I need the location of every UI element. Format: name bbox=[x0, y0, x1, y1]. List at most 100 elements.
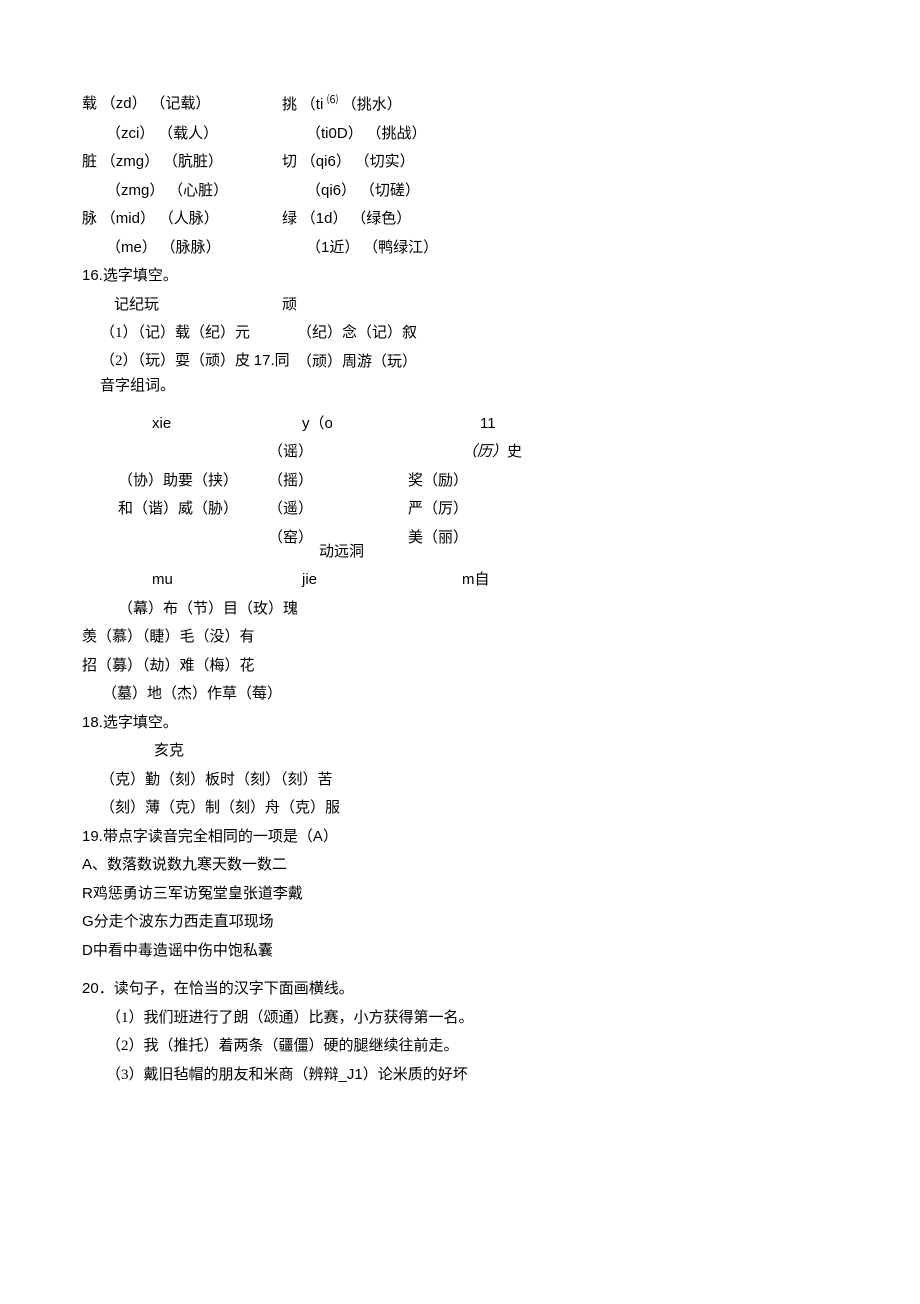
pinyin: （mid） bbox=[101, 211, 155, 227]
q19-b: R鸡惩勇访三军访冤堂皇张道李戴 bbox=[82, 880, 840, 909]
c1: 和（谐）威（胁） bbox=[118, 495, 268, 524]
poly-left: （me） （脉脉） bbox=[82, 234, 282, 263]
word: （切实） bbox=[355, 154, 415, 170]
poly-right: （ti0D） （挑战） bbox=[282, 120, 840, 149]
q18-l1: （克）勤（刻）板时（刻）（刻）苦 bbox=[82, 766, 840, 795]
q17-line3: 招（募）（劫）难（梅）花 bbox=[82, 652, 840, 681]
word: （挑水） bbox=[342, 97, 402, 113]
c1: （协）助要（挟） bbox=[118, 467, 268, 496]
q16-left-head: 记纪玩 bbox=[82, 291, 282, 320]
word: （肮脏） bbox=[163, 154, 223, 170]
poly-row-5: 脉 （mid） （人脉） 绿 （1d） （绿色） bbox=[82, 205, 840, 234]
char: 绿 bbox=[282, 211, 297, 227]
poly-left: 脉 （mid） （人脉） bbox=[82, 205, 282, 234]
q16-l1: （1）（记）载（纪）元 bbox=[82, 319, 297, 348]
char: 载 bbox=[82, 96, 97, 112]
q17-r3: 和（谐）威（胁） （遥） 严（厉） bbox=[82, 495, 840, 524]
q20-title: 20．读句子，在恰当的汉字下面画横线。 bbox=[82, 975, 840, 1004]
q17-line1: （幕）布（节）目（玫）瑰 bbox=[82, 595, 840, 624]
c2: （窑）动远洞 bbox=[268, 524, 408, 553]
pinyin: （me） bbox=[106, 240, 157, 256]
poly-right: （qi6） （切磋） bbox=[282, 177, 840, 206]
char: 脏 bbox=[82, 154, 97, 170]
pinyin: （1近） bbox=[306, 240, 359, 256]
poly-row-1: 载 （zd） （记载） 挑 （ti ⑹ （挑水） bbox=[82, 90, 840, 120]
pinyin: （zmg） bbox=[106, 183, 164, 199]
word: （切磋） bbox=[360, 183, 420, 199]
q17-header1: xie y（o 11 bbox=[82, 410, 840, 439]
pinyin: （ti bbox=[301, 97, 324, 113]
char: 挑 bbox=[282, 97, 297, 113]
q17-r4: （窑）动远洞 美（丽） bbox=[82, 524, 840, 553]
poly-row-4: （zmg） （心脏） （qi6） （切磋） bbox=[82, 177, 840, 206]
word: （记载） bbox=[150, 96, 210, 112]
h5: jie bbox=[302, 566, 442, 595]
word: （脉脉） bbox=[161, 240, 221, 256]
char: 脉 bbox=[82, 211, 97, 227]
c3: （历）史 bbox=[408, 438, 578, 467]
pinyin: （zd） bbox=[101, 96, 147, 112]
poly-left: 脏 （zmg） （肮脏） bbox=[82, 148, 282, 177]
q17-line2: 羡（慕）（睫）毛（没）有 bbox=[82, 623, 840, 652]
poly-left: 载 （zd） （记载） bbox=[82, 90, 282, 120]
h2: y（o bbox=[302, 410, 442, 439]
poly-row-2: （zci） （载人） （ti0D） （挑战） bbox=[82, 120, 840, 149]
q16-r1: （纪）念（记）叙 bbox=[297, 319, 840, 348]
q20-l3: （3）戴旧毡帽的朋友和米商（辨辩_J1）论米质的好坏 bbox=[82, 1061, 840, 1090]
word: （绿色） bbox=[351, 211, 411, 227]
q18-head: 亥克 bbox=[82, 737, 840, 766]
pinyin: （qi6） bbox=[301, 154, 351, 170]
sup: ⑹ bbox=[327, 94, 338, 106]
h1: xie bbox=[152, 410, 302, 439]
c2: （谣） bbox=[268, 438, 408, 467]
c1 bbox=[118, 438, 268, 467]
poly-left: （zmg） （心脏） bbox=[82, 177, 282, 206]
h6: m自 bbox=[442, 566, 612, 595]
char: 切 bbox=[282, 154, 297, 170]
q16: 16.16.选字填空。选字填空。 记纪玩 顽 （1）（记）载（纪）元 （纪）念（… bbox=[82, 262, 840, 400]
h3: 11 bbox=[442, 410, 612, 439]
q20-l1: （1）我们班进行了朗（颂通）比赛，小方获得第一名。 bbox=[82, 1004, 840, 1033]
q18-title: 18.选字填空。 bbox=[82, 709, 840, 738]
q19-c: G分走个波东力西走直邛现场 bbox=[82, 908, 840, 937]
word: （人脉） bbox=[159, 211, 219, 227]
pinyin: （1d） bbox=[301, 211, 348, 227]
q16-heads: 记纪玩 顽 bbox=[82, 291, 840, 320]
polyphone-section: 载 （zd） （记载） 挑 （ti ⑹ （挑水） （zci） （载人） （ti0… bbox=[82, 90, 840, 262]
q18-l2: （刻）薄（克）制（刻）舟（克）服 bbox=[82, 794, 840, 823]
c2: （遥） bbox=[268, 495, 408, 524]
q17-header2: mu jie m自 bbox=[82, 566, 840, 595]
q16-r2: （顽）周游（玩） bbox=[297, 348, 840, 400]
q19: 19.带点字读音完全相同的一项是（A） A、数落数说数九寒天数一数二 R鸡惩勇访… bbox=[82, 823, 840, 966]
q17-r1: （谣） （历）史 bbox=[82, 438, 840, 467]
poly-right: 绿 （1d） （绿色） bbox=[282, 205, 840, 234]
word: （载人） bbox=[158, 126, 218, 142]
q19-a: A、数落数说数九寒天数一数二 bbox=[82, 851, 840, 880]
word: （挑战） bbox=[366, 126, 426, 142]
q16-right-head: 顽 bbox=[282, 291, 840, 320]
pinyin: （zmg） bbox=[101, 154, 159, 170]
h4: mu bbox=[152, 566, 302, 595]
q16-l2: （2）（玩）耍（顽）皮 17.同音字组词。 bbox=[82, 348, 297, 400]
q16-row2: （2）（玩）耍（顽）皮 17.同音字组词。 （顽）周游（玩） bbox=[82, 348, 840, 400]
word: （鸭绿江） bbox=[363, 240, 438, 256]
poly-right: 挑 （ti ⑹ （挑水） bbox=[282, 90, 840, 120]
poly-right: （1近） （鸭绿江） bbox=[282, 234, 840, 263]
c2: （摇） bbox=[268, 467, 408, 496]
q18: 18.选字填空。 亥克 （克）勤（刻）板时（刻）（刻）苦 （刻）薄（克）制（刻）… bbox=[82, 709, 840, 823]
pinyin: （qi6） bbox=[306, 183, 356, 199]
q17-r2: （协）助要（挟） （摇） 奖（励） bbox=[82, 467, 840, 496]
pinyin: （ti0D） bbox=[306, 126, 363, 142]
q17-line4: （墓）地（杰）作草（莓） bbox=[82, 680, 840, 709]
q20-l2: （2）我（推托）着两条（疆僵）硬的腿继续往前走。 bbox=[82, 1032, 840, 1061]
c3: 严（厉） bbox=[408, 495, 578, 524]
q19-title: 19.带点字读音完全相同的一项是（A） bbox=[82, 823, 840, 852]
c3: 奖（励） bbox=[408, 467, 578, 496]
word: （心脏） bbox=[168, 183, 228, 199]
c3: 美（丽） bbox=[408, 524, 578, 553]
c1 bbox=[118, 524, 268, 553]
q16-title: 16.16.选字填空。选字填空。 bbox=[82, 262, 840, 291]
q16-row1: （1）（记）载（纪）元 （纪）念（记）叙 bbox=[82, 319, 840, 348]
q20: 20．读句子，在恰当的汉字下面画横线。 （1）我们班进行了朗（颂通）比赛，小方获… bbox=[82, 975, 840, 1089]
poly-row-6: （me） （脉脉） （1近） （鸭绿江） bbox=[82, 234, 840, 263]
